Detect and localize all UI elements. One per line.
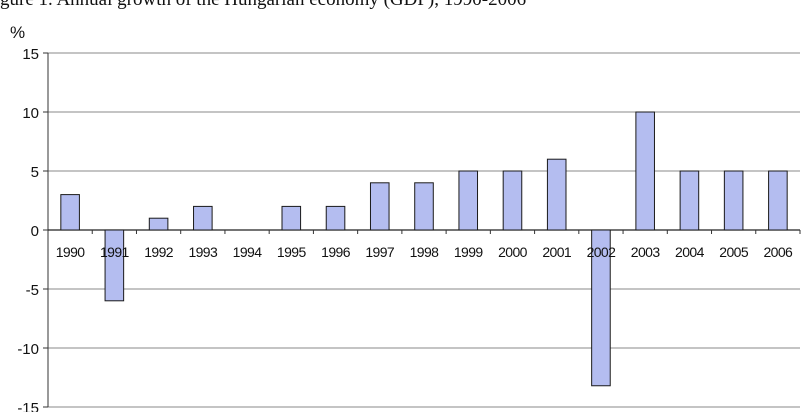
bar-2005	[723, 170, 744, 231]
x-tick-label-2006: 2006	[764, 244, 794, 260]
x-tick-label-1992: 1992	[144, 244, 174, 260]
x-tick-label-2005: 2005	[719, 244, 749, 260]
y-tick-label: 5	[31, 164, 39, 181]
gridlines	[48, 52, 800, 408]
x-tick-labels: 1990 1991 1992 1993 1994 1995 1996 1997 1998 1999…	[56, 244, 794, 260]
x-tick-label-1998: 1998	[410, 244, 440, 260]
y-axis-label: %	[10, 23, 25, 42]
bars	[60, 111, 788, 387]
bar-1997	[369, 182, 390, 231]
bar-1990	[60, 194, 80, 231]
bar-1998	[414, 182, 434, 231]
x-tick-label-1990: 1990	[56, 244, 86, 260]
bar-1991	[104, 229, 125, 302]
y-tick-label: -5	[26, 282, 39, 299]
bar-2001	[546, 158, 567, 231]
y-tick-label: -10	[17, 341, 39, 358]
x-tick-label-1995: 1995	[277, 244, 307, 260]
bar-2006	[768, 170, 788, 231]
x-tick-label-1997: 1997	[365, 244, 395, 260]
y-tick-label: 15	[22, 46, 39, 63]
bar-1999	[458, 170, 479, 231]
y-tick-labels: 15 10 5 0 -5 -10 -15	[17, 46, 39, 412]
bar-2003	[635, 111, 655, 231]
bar-1996	[325, 205, 346, 231]
bar-2004	[679, 170, 700, 231]
x-tick-label-2004: 2004	[675, 244, 705, 260]
y-tick-label: -15	[17, 400, 39, 412]
bar-2002	[591, 229, 611, 387]
x-tick-label-2003: 2003	[631, 244, 661, 260]
x-tick-label-1996: 1996	[321, 244, 351, 260]
x-tick-label-1993: 1993	[188, 244, 218, 260]
bar-1993	[193, 205, 213, 231]
x-tick-label-2001: 2001	[542, 244, 572, 260]
x-tick-label-2000: 2000	[498, 244, 528, 260]
x-tick-label-2002: 2002	[587, 244, 617, 260]
bar-1992	[148, 217, 169, 231]
figure-caption: gure 1. Annual growth of the Hungarian e…	[0, 0, 810, 12]
bar-1995	[281, 205, 302, 231]
x-tick-label-1999: 1999	[454, 244, 484, 260]
x-tick-label-1991: 1991	[100, 244, 130, 260]
bar-2000	[502, 170, 523, 231]
y-tick-label: 0	[31, 223, 39, 240]
x-tick-label-1994: 1994	[233, 244, 263, 260]
y-tick-label: 10	[22, 105, 39, 122]
